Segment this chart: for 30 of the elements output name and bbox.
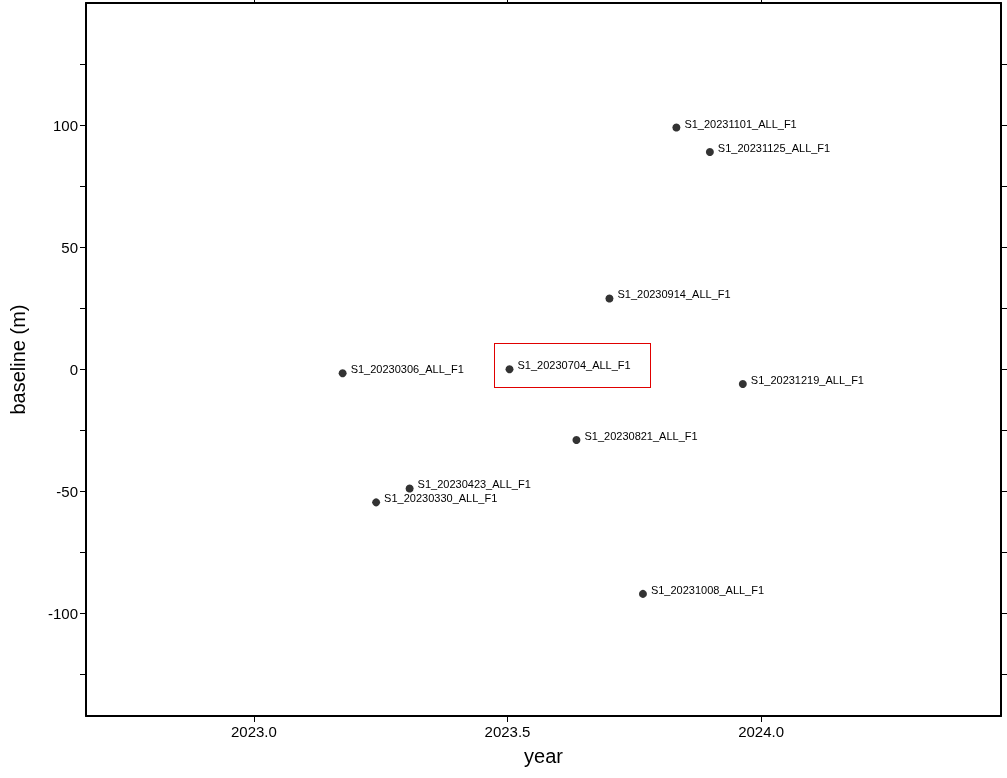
point xyxy=(572,436,581,445)
annotation: S1_20231125_ALL_F1 xyxy=(717,141,831,154)
x-tick-label: 2023.0 xyxy=(230,723,277,740)
y-tick-label: -50 xyxy=(56,482,78,500)
point xyxy=(405,484,414,493)
y-axis-title: baseline (m) xyxy=(7,304,29,415)
annotation: S1_20230914_ALL_F1 xyxy=(617,288,731,301)
y-tick-label: -100 xyxy=(47,604,78,622)
point xyxy=(738,379,747,388)
annotation: S1_20230704_ALL_F1 xyxy=(517,359,631,372)
point xyxy=(505,365,514,374)
annotation: S1_20230423_ALL_F1 xyxy=(417,478,531,491)
y-tick-label: 50 xyxy=(61,238,78,256)
annotation: S1_20231008_ALL_F1 xyxy=(650,583,765,596)
point xyxy=(672,123,681,132)
annotation: S1_20230306_ALL_F1 xyxy=(350,363,464,376)
y-tick-label: 100 xyxy=(52,116,78,134)
x-tick-label: 2023.5 xyxy=(484,723,531,740)
annotation: S1_20230330_ALL_F1 xyxy=(384,492,498,505)
annotation: S1_20230821_ALL_F1 xyxy=(584,430,698,443)
x-axis-title: year xyxy=(524,745,564,767)
y-tick-label: 0 xyxy=(69,360,78,378)
point xyxy=(705,147,714,156)
point xyxy=(605,294,614,303)
point xyxy=(338,369,347,378)
x-tick-label: 2024.0 xyxy=(738,723,785,740)
annotation: S1_20231219_ALL_F1 xyxy=(750,373,864,386)
point xyxy=(638,589,647,598)
point xyxy=(372,498,381,507)
annotation: S1_20231101_ALL_F1 xyxy=(684,117,797,130)
